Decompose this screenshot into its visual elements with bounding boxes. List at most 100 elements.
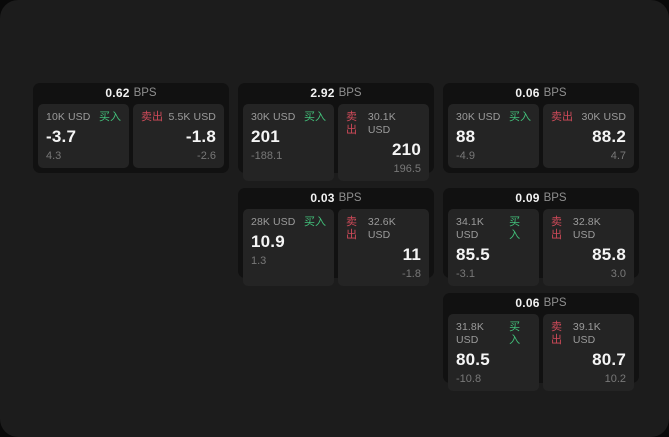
buy-tag: 买入	[304, 216, 326, 228]
bps-spread-value: 0.62	[105, 86, 130, 100]
quote-card[interactable]: 0.06 BPS 31.8K USD 买入 80.5 -10.8 卖出 39.1…	[443, 293, 639, 391]
card-body: 31.8K USD 买入 80.5 -10.8 卖出 39.1K USD 80.…	[443, 310, 639, 396]
card-header: 0.09 BPS	[443, 188, 639, 205]
buy-price: 80.5	[456, 350, 490, 369]
buy-panel[interactable]: 30K USD 买入 201 -188.1	[243, 104, 334, 181]
buy-panel-header: 28K USD 买入	[251, 216, 326, 229]
buy-panel-header: 34.1K USD 买入	[456, 216, 531, 242]
quote-card[interactable]: 0.06 BPS 30K USD 买入 88 -4.9 卖出 30K USD 8…	[443, 83, 639, 173]
sell-price: 85.8	[592, 245, 626, 264]
card-body: 28K USD 买入 10.9 1.3 卖出 32.6K USD 11 -1.8	[238, 205, 434, 291]
sell-sub-value: -1.8	[402, 268, 421, 280]
sell-sub-value: 3.0	[610, 268, 626, 280]
card-header: 0.06 BPS	[443, 293, 639, 310]
buy-panel-header: 31.8K USD 买入	[456, 321, 531, 347]
sell-tag: 卖出	[551, 111, 573, 123]
buy-panel-header: 10K USD 买入	[46, 111, 121, 124]
quote-card[interactable]: 0.62 BPS 10K USD 买入 -3.7 4.3 卖出 5.5K USD…	[33, 83, 229, 173]
sell-panel[interactable]: 卖出 5.5K USD -1.8 -2.6	[133, 104, 224, 168]
sell-sub-value: 10.2	[604, 373, 626, 385]
buy-tag: 买入	[304, 111, 326, 123]
buy-size-label: 30K USD	[456, 111, 501, 123]
sell-sub-value: 196.5	[393, 163, 421, 175]
bps-unit-label: BPS	[543, 297, 567, 309]
card-body: 10K USD 买入 -3.7 4.3 卖出 5.5K USD -1.8 -2.…	[33, 100, 229, 173]
buy-sub-value: 1.3	[251, 255, 267, 267]
sell-size-label: 30.1K USD	[367, 111, 396, 136]
sell-tag: 卖出	[346, 216, 357, 241]
buy-panel-header: 30K USD 买入	[456, 111, 531, 124]
card-body: 34.1K USD 买入 85.5 -3.1 卖出 32.8K USD 85.8…	[443, 205, 639, 291]
bps-unit-label: BPS	[338, 192, 362, 204]
sell-panel-header: 卖出 30.1K USD	[346, 111, 421, 137]
sell-size-label: 30K USD	[581, 111, 626, 123]
bps-spread-value: 0.03	[310, 191, 335, 205]
bps-unit-label: BPS	[543, 87, 567, 99]
sell-tag: 卖出	[141, 111, 163, 123]
card-header: 2.92 BPS	[238, 83, 434, 100]
sell-panel[interactable]: 卖出 39.1K USD 80.7 10.2	[543, 314, 634, 391]
sell-size-label: 5.5K USD	[168, 111, 216, 123]
sell-price: 11	[402, 245, 421, 264]
buy-sub-value: -4.9	[456, 150, 475, 162]
sell-panel[interactable]: 卖出 30K USD 88.2 4.7	[543, 104, 634, 168]
bps-unit-label: BPS	[543, 192, 567, 204]
sell-panel-header: 卖出 5.5K USD	[141, 111, 216, 124]
sell-panel-header: 卖出 30K USD	[551, 111, 626, 124]
card-body: 30K USD 买入 201 -188.1 卖出 30.1K USD 210 1…	[238, 100, 434, 186]
card-body: 30K USD 买入 88 -4.9 卖出 30K USD 88.2 4.7	[443, 100, 639, 173]
buy-tag: 买入	[509, 321, 521, 346]
buy-price: 10.9	[251, 232, 285, 251]
sell-sub-value: -2.6	[197, 150, 216, 162]
buy-panel-header: 30K USD 买入	[251, 111, 326, 124]
bps-spread-value: 2.92	[310, 86, 335, 100]
buy-panel[interactable]: 10K USD 买入 -3.7 4.3	[38, 104, 129, 168]
sell-price: -1.8	[185, 127, 216, 146]
sell-price: 88.2	[592, 127, 626, 146]
sell-sub-value: 4.7	[610, 150, 626, 162]
buy-tag: 买入	[509, 111, 531, 123]
buy-tag: 买入	[509, 216, 521, 241]
sell-panel[interactable]: 卖出 32.8K USD 85.8 3.0	[543, 209, 634, 286]
buy-sub-value: -188.1	[251, 150, 283, 162]
buy-size-label: 28K USD	[251, 216, 296, 228]
sell-panel-header: 卖出 32.8K USD	[551, 216, 626, 242]
sell-size-label: 39.1K USD	[572, 321, 601, 346]
sell-panel-header: 卖出 32.6K USD	[346, 216, 421, 242]
buy-panel[interactable]: 34.1K USD 买入 85.5 -3.1	[448, 209, 539, 286]
buy-tag: 买入	[99, 111, 121, 123]
sell-size-label: 32.6K USD	[367, 216, 396, 241]
buy-size-label: 31.8K USD	[456, 321, 484, 346]
sell-tag: 卖出	[346, 111, 357, 136]
card-header: 0.06 BPS	[443, 83, 639, 100]
buy-sub-value: -3.1	[456, 268, 475, 280]
buy-sub-value: -10.8	[456, 373, 482, 385]
buy-size-label: 30K USD	[251, 111, 296, 123]
buy-size-label: 10K USD	[46, 111, 91, 123]
buy-price: 85.5	[456, 245, 490, 264]
sell-panel[interactable]: 卖出 30.1K USD 210 196.5	[338, 104, 429, 181]
bps-unit-label: BPS	[133, 87, 157, 99]
buy-panel[interactable]: 28K USD 买入 10.9 1.3	[243, 209, 334, 286]
sell-tag: 卖出	[551, 321, 562, 346]
buy-price: 201	[251, 127, 280, 146]
buy-size-label: 34.1K USD	[456, 216, 484, 241]
sell-price: 80.7	[592, 350, 626, 369]
buy-panel[interactable]: 31.8K USD 买入 80.5 -10.8	[448, 314, 539, 391]
buy-price: -3.7	[46, 127, 77, 146]
buy-panel[interactable]: 30K USD 买入 88 -4.9	[448, 104, 539, 168]
sell-panel[interactable]: 卖出 32.6K USD 11 -1.8	[338, 209, 429, 286]
quote-card[interactable]: 0.03 BPS 28K USD 买入 10.9 1.3 卖出 32.6K US…	[238, 188, 434, 286]
buy-sub-value: 4.3	[46, 150, 62, 162]
bps-spread-value: 0.06	[515, 296, 540, 310]
buy-price: 88	[456, 127, 476, 146]
card-header: 0.03 BPS	[238, 188, 434, 205]
quote-card[interactable]: 2.92 BPS 30K USD 买入 201 -188.1 卖出 30.1K …	[238, 83, 434, 181]
bps-unit-label: BPS	[338, 87, 362, 99]
quote-card[interactable]: 0.09 BPS 34.1K USD 买入 85.5 -3.1 卖出 32.8K…	[443, 188, 639, 286]
bps-spread-value: 0.06	[515, 86, 540, 100]
sell-tag: 卖出	[551, 216, 562, 241]
card-header: 0.62 BPS	[33, 83, 229, 100]
